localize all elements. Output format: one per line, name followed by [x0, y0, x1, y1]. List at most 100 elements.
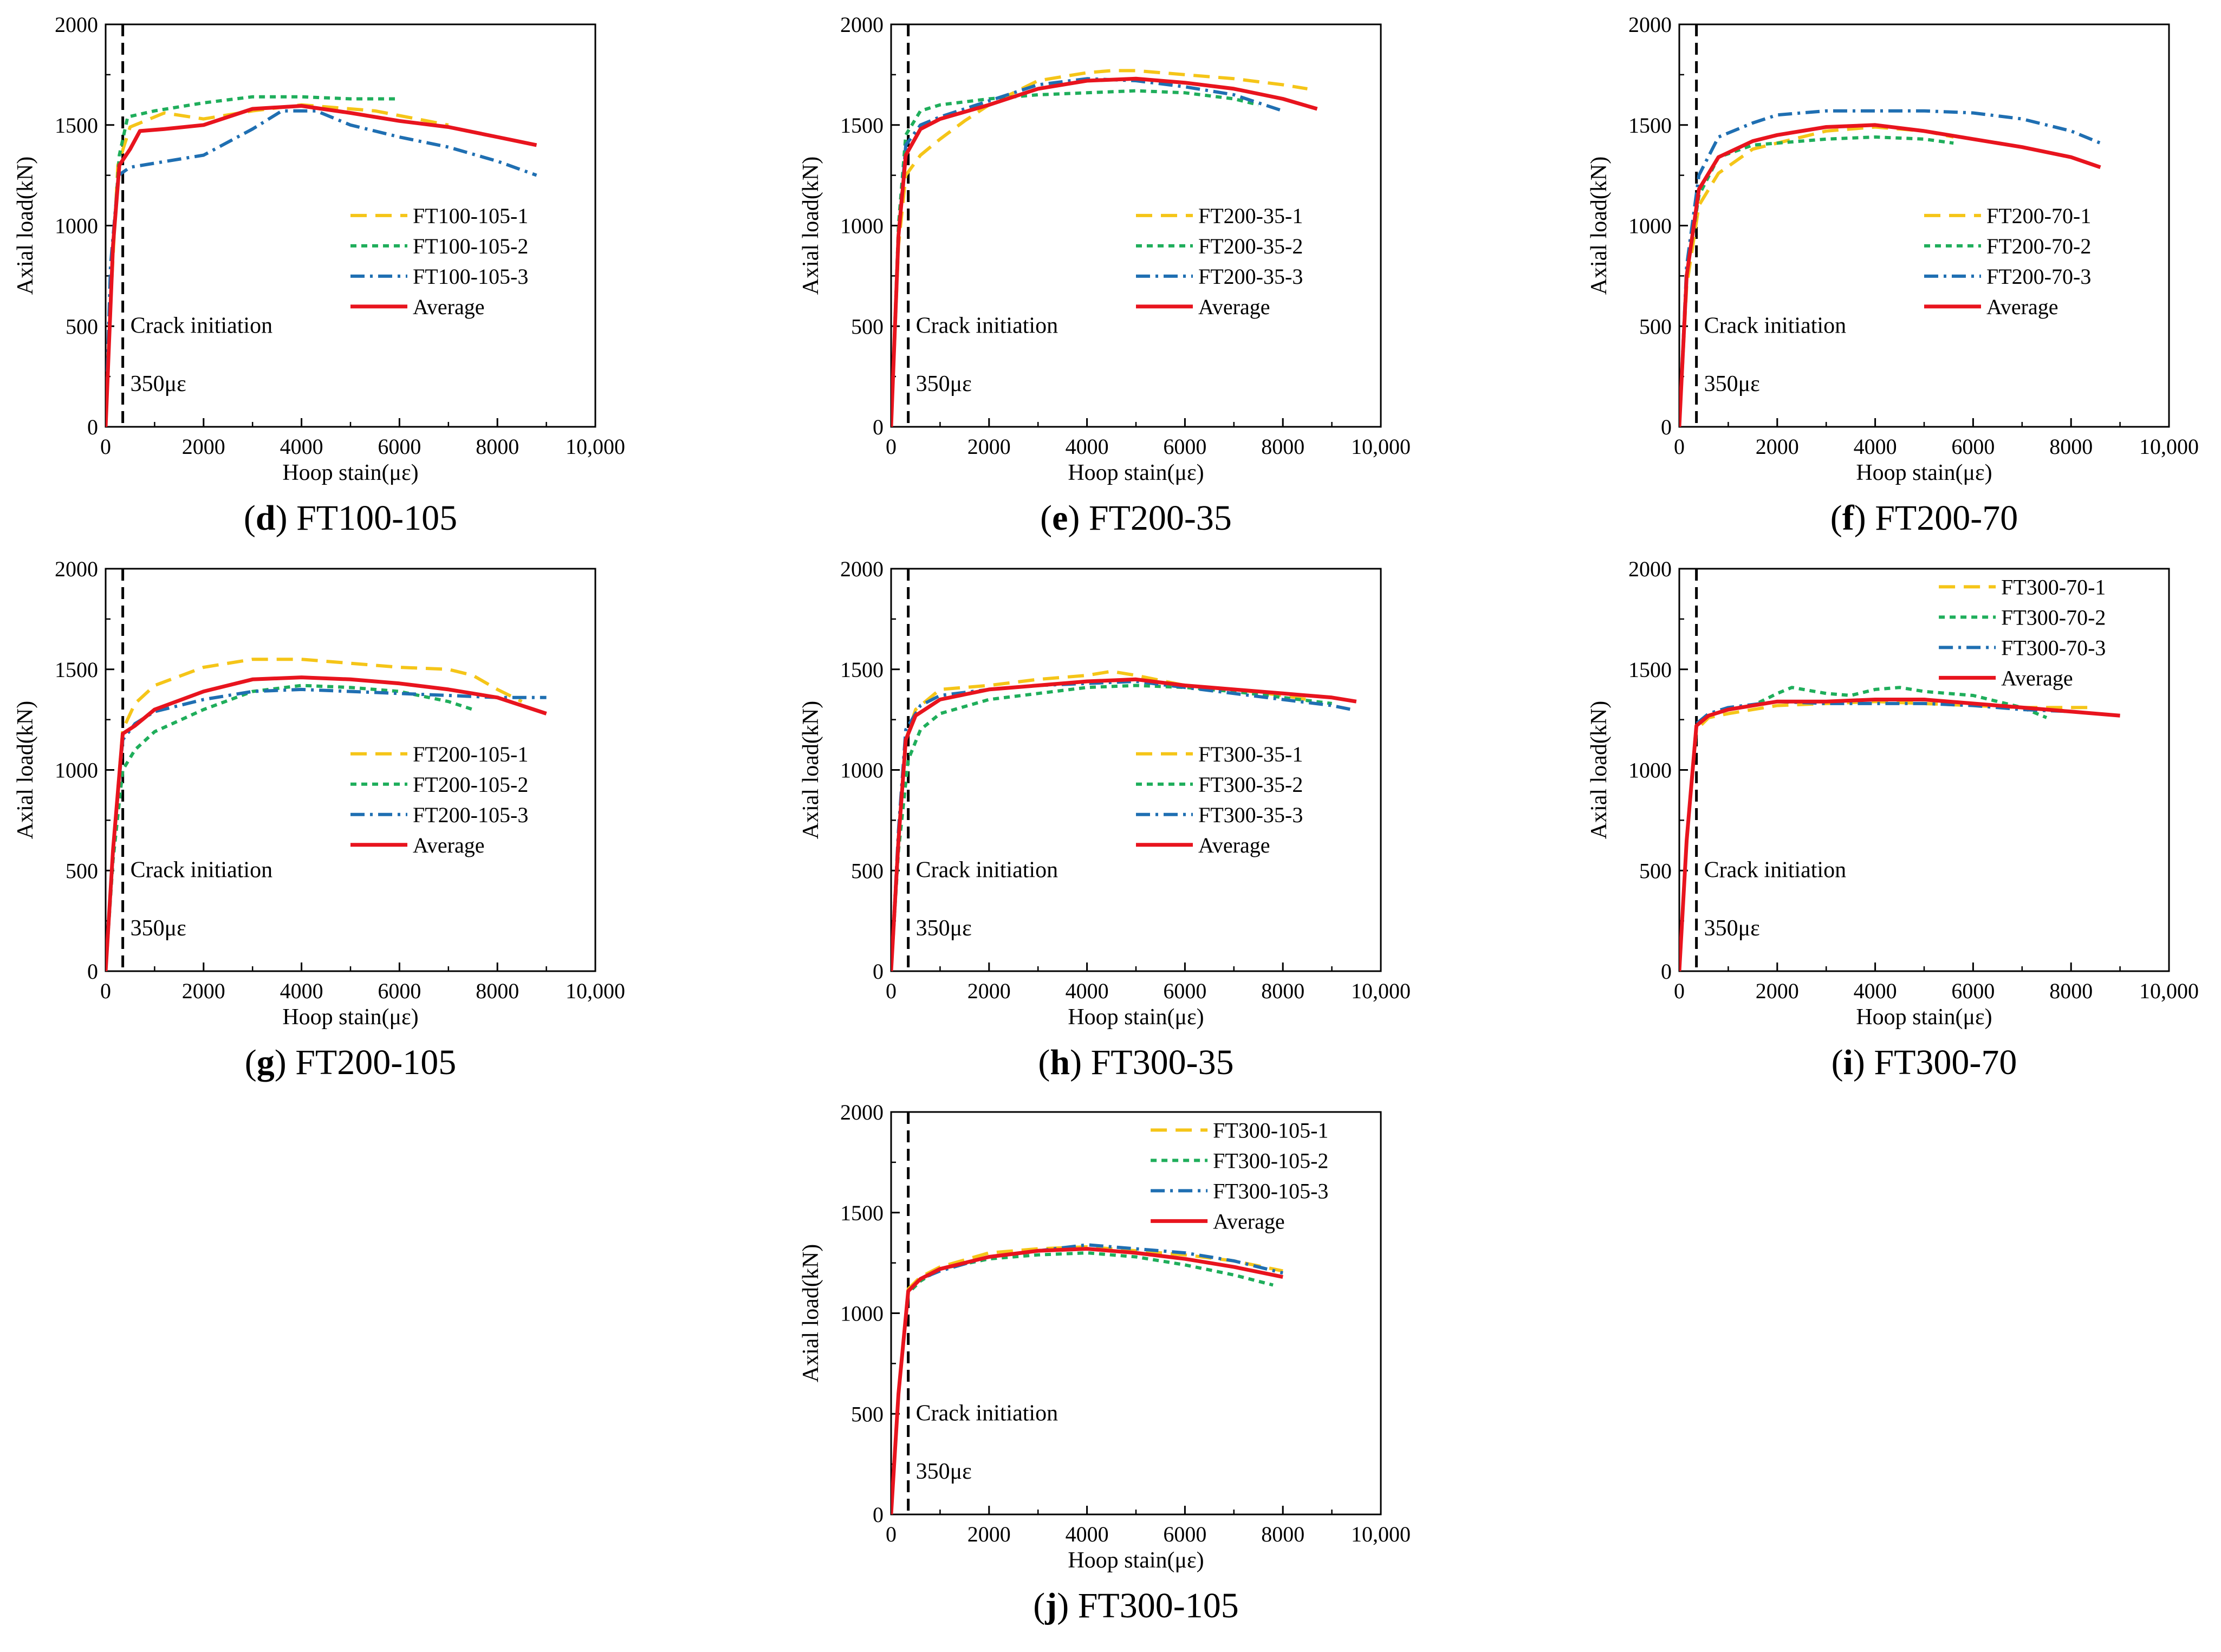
legend: FT100-105-1 FT100-105-2 FT100-105-3 Average: [350, 204, 528, 319]
legend-label: FT300-105-1: [1213, 1118, 1328, 1142]
x-tick-label: 4000: [1854, 434, 1897, 459]
y-tick-label: 1000: [1628, 214, 1672, 238]
legend-label: FT200-35-3: [1198, 264, 1303, 289]
panel-caption: (j) FT300-105: [1033, 1586, 1238, 1625]
legend-label: FT300-35-3: [1198, 803, 1303, 827]
series-line-average: [891, 1247, 1283, 1514]
x-tick-label: 10,000: [1351, 1522, 1411, 1546]
series-line-ft200-70-3: [1679, 109, 2101, 427]
x-axis-label: Hoop stain(με): [282, 460, 418, 485]
x-tick-label: 2000: [967, 434, 1011, 459]
y-axis-label: Axial load(kN): [13, 701, 38, 839]
legend-label: FT300-70-2: [2001, 605, 2106, 629]
y-tick-label: 500: [1639, 858, 1672, 883]
crack-initiation-label: Crack initiation: [916, 1401, 1058, 1426]
legend: FT300-70-1 FT300-70-2 FT300-70-3 Average: [1939, 575, 2106, 690]
caption-paren-open: (: [1832, 1043, 1843, 1082]
y-tick-label: 1000: [840, 214, 884, 238]
y-tick-label: 1000: [840, 1302, 884, 1326]
legend-label: FT200-105-2: [413, 772, 528, 797]
series-line-ft200-35-1: [891, 69, 1308, 427]
y-tick-label: 500: [66, 858, 98, 883]
panel-i: 0 2000 4000 6000 8000 10,000 0 500 1000 1500 2000 H…: [1587, 557, 2199, 1082]
legend-label: FT300-35-1: [1198, 742, 1303, 766]
x-tick-label: 8000: [1261, 1522, 1304, 1546]
legend-label: FT100-105-1: [413, 204, 528, 228]
y-axis-label: Axial load(kN): [798, 701, 823, 839]
crack-initiation-label: Crack initiation: [1704, 857, 1846, 882]
x-tick-label: 6000: [1951, 979, 1995, 1003]
panel-caption: (d) FT100-105: [244, 498, 457, 538]
y-tick-label: 500: [66, 314, 98, 339]
x-tick-label: 8000: [2049, 434, 2093, 459]
caption-paren-open: (: [1040, 498, 1052, 538]
y-tick-label: 2000: [55, 12, 98, 37]
caption-letter: h: [1050, 1043, 1070, 1082]
x-tick-label: 10,000: [566, 979, 625, 1003]
y-tick-label: 0: [873, 1503, 884, 1527]
caption-letter: i: [1843, 1043, 1853, 1082]
legend: FT200-105-1 FT200-105-2 FT200-105-3 Average: [350, 742, 528, 857]
caption-name: ) FT200-105: [275, 1043, 456, 1082]
legend: FT200-35-1 FT200-35-2 FT200-35-3 Average: [1136, 204, 1303, 319]
y-tick-label: 1500: [840, 1201, 884, 1225]
y-tick-label: 2000: [840, 557, 884, 581]
panel-f: 0 2000 4000 6000 8000 10,000 0 500 1000 1500 2000 H…: [1587, 12, 2199, 538]
legend-label: FT300-70-3: [2001, 635, 2106, 660]
x-tick-label: 0: [886, 434, 897, 459]
panel-caption: (e) FT200-35: [1040, 498, 1232, 538]
series-line-ft200-105-1: [106, 658, 523, 971]
legend-label: FT300-105-2: [1213, 1148, 1328, 1173]
y-tick-label: 500: [851, 858, 884, 883]
caption-name: ) FT200-35: [1068, 498, 1231, 538]
caption-name: ) FT100-105: [276, 498, 457, 538]
y-tick-label: 0: [1661, 415, 1672, 439]
panel-j: 0 2000 4000 6000 8000 10,000 0 500 1000 1500 2000 H…: [798, 1100, 1411, 1625]
caption-paren-open: (: [1830, 498, 1842, 538]
caption-paren-open: (: [1033, 1586, 1045, 1625]
x-tick-label: 0: [1674, 979, 1685, 1003]
x-tick-label: 6000: [378, 434, 421, 459]
x-axis-label: Hoop stain(με): [1068, 460, 1204, 485]
x-tick-label: 2000: [967, 979, 1011, 1003]
x-tick-label: 10,000: [2139, 979, 2199, 1003]
legend-label: Average: [1213, 1209, 1285, 1233]
y-tick-label: 1500: [840, 658, 884, 682]
x-tick-label: 4000: [1066, 434, 1109, 459]
legend-label: FT100-105-3: [413, 264, 528, 289]
x-tick-label: 6000: [1163, 979, 1206, 1003]
x-tick-label: 8000: [476, 434, 519, 459]
y-tick-label: 0: [873, 415, 884, 439]
y-tick-label: 1000: [1628, 758, 1672, 783]
legend-label: FT300-35-2: [1198, 772, 1303, 797]
panel-e: 0 2000 4000 6000 8000 10,000 0 500 1000 1500 2000 H…: [798, 12, 1411, 538]
legend-label: FT200-35-2: [1198, 234, 1303, 258]
crack-initiation-label: Crack initiation: [131, 313, 272, 338]
x-tick-label: 8000: [2049, 979, 2093, 1003]
y-axis-label: Axial load(kN): [13, 157, 38, 295]
x-tick-label: 2000: [182, 434, 225, 459]
series-line-ft300-35-2: [891, 684, 1332, 971]
crack-strain-label: 350με: [1704, 916, 1760, 941]
crack-initiation-label: Crack initiation: [1704, 313, 1846, 338]
x-tick-label: 6000: [378, 979, 421, 1003]
caption-letter: d: [256, 498, 276, 538]
y-tick-label: 0: [873, 959, 884, 984]
crack-initiation-label: Crack initiation: [916, 857, 1058, 882]
y-tick-label: 1000: [840, 758, 884, 783]
x-tick-label: 0: [886, 1522, 897, 1546]
legend-label: Average: [1198, 833, 1270, 857]
caption-name: ) FT300-35: [1070, 1043, 1233, 1082]
legend-label: FT300-105-3: [1213, 1179, 1328, 1203]
crack-strain-label: 350με: [916, 916, 972, 941]
y-tick-label: 1000: [55, 758, 98, 783]
y-tick-label: 2000: [1628, 557, 1672, 581]
legend-label: FT200-70-3: [1986, 264, 2091, 289]
x-tick-label: 4000: [1854, 979, 1897, 1003]
y-tick-label: 2000: [55, 557, 98, 581]
series-line-ft100-105-2: [106, 95, 400, 427]
y-tick-label: 0: [87, 959, 98, 984]
y-tick-label: 1500: [840, 113, 884, 138]
plot-frame: [1678, 23, 2170, 428]
